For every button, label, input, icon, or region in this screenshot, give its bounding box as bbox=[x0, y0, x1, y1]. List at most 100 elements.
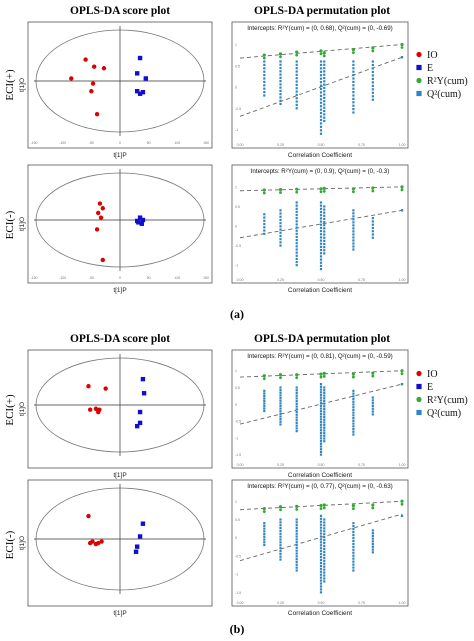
x-tick-label: 100 bbox=[174, 141, 180, 145]
q2-point bbox=[323, 402, 326, 405]
q2-point bbox=[295, 73, 298, 76]
q2-point bbox=[263, 389, 266, 392]
q2-point bbox=[295, 207, 298, 210]
io-point bbox=[86, 384, 91, 389]
q2-point bbox=[319, 242, 323, 245]
r2-point bbox=[371, 46, 375, 50]
q2-point bbox=[323, 562, 326, 565]
q2-point bbox=[323, 106, 326, 109]
q2-point bbox=[319, 264, 323, 268]
q2-point bbox=[323, 70, 326, 73]
charts: -150 -100 -50 0 50 100 150t[1]Pt[1]OIntercepts… bbox=[19, 21, 409, 617]
q2-point bbox=[319, 591, 323, 594]
q2-point bbox=[352, 233, 355, 236]
q2-point bbox=[371, 396, 374, 399]
r2-point bbox=[319, 375, 323, 379]
q2-point bbox=[352, 408, 355, 412]
q2-point bbox=[319, 410, 323, 413]
q2-point bbox=[323, 574, 326, 577]
q2-point bbox=[295, 529, 298, 532]
q2-point bbox=[279, 209, 282, 212]
y-tick-label: -0.5 bbox=[235, 244, 241, 248]
q2-point bbox=[371, 404, 374, 408]
e-point bbox=[137, 420, 143, 426]
q2-point bbox=[319, 383, 323, 386]
q2-point bbox=[352, 417, 355, 420]
r2-point bbox=[262, 53, 266, 57]
e-point bbox=[139, 221, 144, 226]
q2-point bbox=[319, 550, 323, 553]
q2-point bbox=[323, 424, 326, 427]
q2-point bbox=[279, 521, 282, 524]
q2-point bbox=[319, 529, 323, 532]
q2-point bbox=[295, 430, 298, 433]
q2-point bbox=[319, 261, 323, 264]
q2-point bbox=[295, 90, 298, 93]
q2-point bbox=[352, 430, 355, 433]
q2-point bbox=[279, 244, 282, 247]
q2-point bbox=[279, 526, 282, 530]
q2-point bbox=[295, 204, 298, 207]
io-point bbox=[92, 64, 97, 69]
q2-point bbox=[319, 399, 323, 402]
y-tick-label: 1 bbox=[235, 43, 237, 47]
io-point bbox=[89, 89, 94, 94]
q2-point bbox=[295, 549, 298, 552]
q2-point bbox=[352, 566, 355, 569]
q2-point bbox=[295, 526, 298, 530]
q2-point bbox=[279, 402, 282, 405]
q2-point bbox=[323, 536, 326, 539]
q2-point bbox=[279, 529, 282, 533]
q2-point bbox=[263, 524, 266, 527]
q2-point bbox=[319, 439, 323, 443]
q2-point bbox=[319, 220, 323, 223]
legend-marker-3 bbox=[416, 409, 422, 416]
q2-point bbox=[323, 544, 326, 548]
q2-point bbox=[319, 77, 323, 80]
legend-a: IO E R²Y(cum) Q²(cum) bbox=[416, 50, 468, 100]
e-point bbox=[137, 534, 143, 539]
io-point bbox=[69, 76, 74, 81]
y-tick-label: 0.5 bbox=[235, 386, 240, 390]
x-axis-label: t[1]P bbox=[113, 287, 126, 294]
e-point bbox=[137, 55, 143, 61]
q2-point bbox=[352, 551, 355, 554]
panel-label-b: (b) bbox=[230, 622, 245, 636]
q2-point bbox=[371, 399, 374, 402]
q2-point bbox=[279, 524, 282, 527]
q2-point bbox=[323, 236, 326, 239]
q2-point bbox=[295, 427, 298, 430]
q2-point bbox=[319, 245, 323, 248]
q2-point bbox=[279, 549, 282, 553]
e-point bbox=[143, 76, 148, 81]
q2-trend-line bbox=[239, 56, 403, 117]
q2-point bbox=[319, 98, 323, 101]
q2-point bbox=[319, 236, 323, 239]
q2-point bbox=[279, 396, 282, 400]
q2-point bbox=[319, 258, 323, 261]
q2-point bbox=[295, 100, 298, 103]
q2-point bbox=[371, 70, 374, 74]
x-tick-label: -150 bbox=[30, 276, 37, 280]
q2-point bbox=[263, 222, 266, 226]
q2-point bbox=[279, 228, 282, 231]
q2-point bbox=[323, 565, 326, 568]
q2-point bbox=[295, 60, 298, 63]
q2-point bbox=[279, 410, 282, 413]
q2-point bbox=[323, 230, 326, 233]
q2-trend-line bbox=[239, 209, 403, 239]
q2-point bbox=[323, 421, 326, 424]
q2-point bbox=[319, 214, 323, 217]
r2-point bbox=[400, 188, 404, 192]
q2-point bbox=[323, 93, 326, 96]
r2-point bbox=[371, 49, 375, 53]
r2-point bbox=[295, 53, 299, 57]
q2-point bbox=[352, 530, 355, 534]
r2-point bbox=[295, 187, 299, 191]
q2-point bbox=[352, 248, 355, 251]
y-tick-label: 0 bbox=[235, 86, 237, 90]
q2-point bbox=[295, 264, 298, 267]
q2-point bbox=[400, 514, 404, 517]
q2-point bbox=[295, 232, 298, 235]
q2-point bbox=[352, 527, 355, 531]
